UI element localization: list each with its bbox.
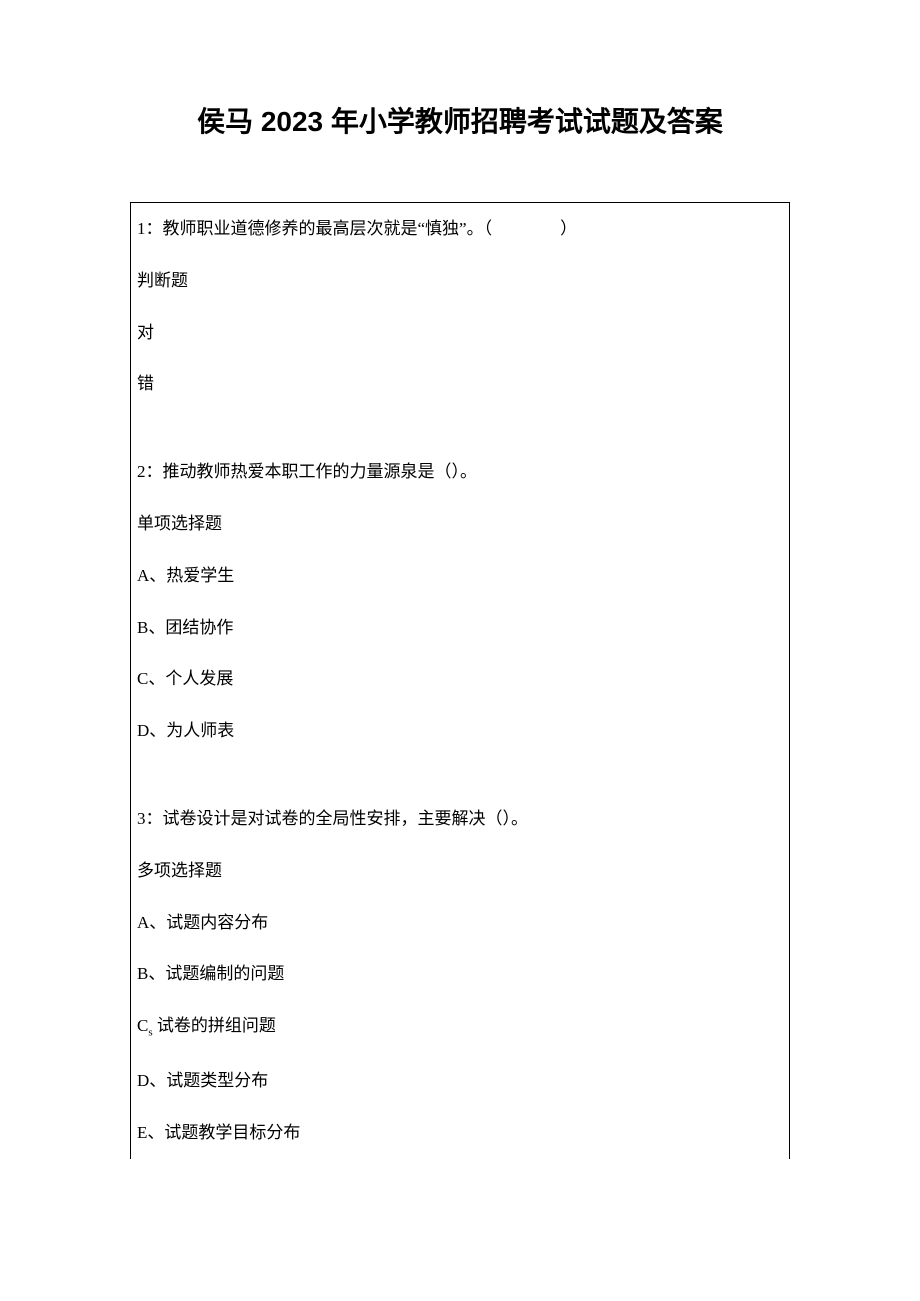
question-type: 多项选择题 [137, 845, 783, 897]
question-prompt: 1：教师职业道德修养的最高层次就是“慎独”。（ ） [137, 203, 783, 255]
question-1: 1：教师职业道德修养的最高层次就是“慎独”。（ ） 判断题 对 错 [131, 203, 789, 410]
option: 对 [137, 307, 783, 359]
document-title: 侯马 2023 年小学教师招聘考试试题及答案 [130, 100, 790, 140]
option-with-subscript: Cs 试卷的拼组问题 [137, 1000, 783, 1055]
question-prompt: 3：试卷设计是对试卷的全局性安排，主要解决（）。 [137, 793, 783, 845]
question-prompt: 2：推动教师热爱本职工作的力量源泉是（）。 [137, 446, 783, 498]
option: D、为人师表 [137, 705, 783, 757]
spacer [131, 757, 789, 793]
question-type: 判断题 [137, 255, 783, 307]
question-type: 单项选择题 [137, 498, 783, 550]
option: B、团结协作 [137, 602, 783, 654]
option: D、试题类型分布 [137, 1055, 783, 1107]
question-2: 2：推动教师热爱本职工作的力量源泉是（）。 单项选择题 A、热爱学生 B、团结协… [131, 446, 789, 757]
option: A、热爱学生 [137, 550, 783, 602]
option: 错 [137, 358, 783, 410]
option: B、试题编制的问题 [137, 948, 783, 1000]
question-3: 3：试卷设计是对试卷的全局性安排，主要解决（）。 多项选择题 A、试题内容分布 … [131, 793, 789, 1159]
option: C、个人发展 [137, 653, 783, 705]
spacer [131, 410, 789, 446]
option: A、试题内容分布 [137, 897, 783, 949]
option: E、试题教学目标分布 [137, 1107, 783, 1159]
content-box: 1：教师职业道德修养的最高层次就是“慎独”。（ ） 判断题 对 错 2：推动教师… [130, 202, 790, 1159]
